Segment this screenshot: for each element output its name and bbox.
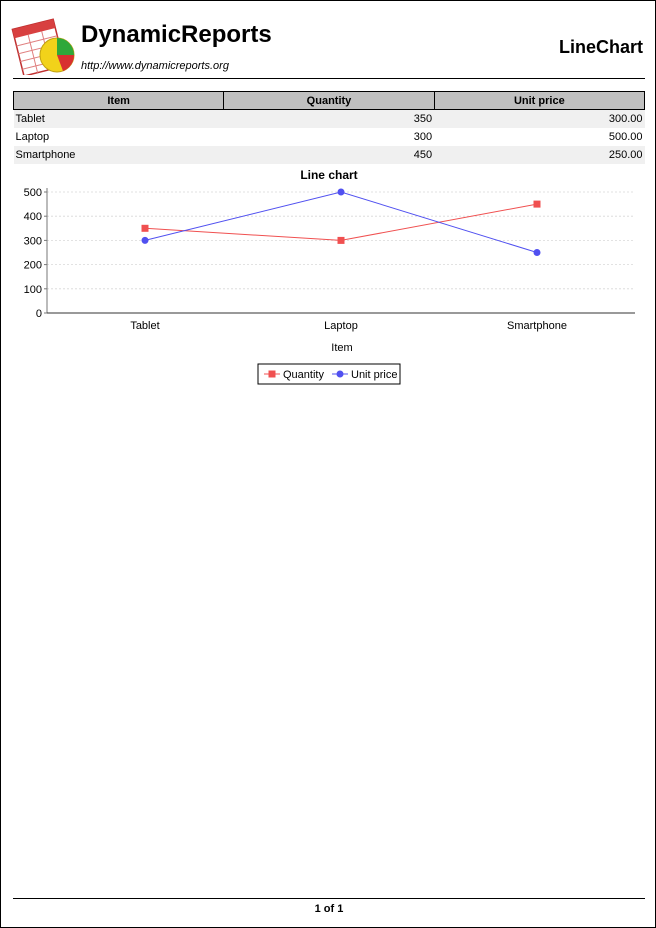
report-title: LineChart xyxy=(558,37,643,57)
data-table: Item Quantity Unit price Tablet 350 300.… xyxy=(12,91,646,164)
cell-unit-price: 500.00 xyxy=(608,131,643,143)
x-axis-label: Item xyxy=(331,342,352,354)
table-row: Tablet 350 300.00 xyxy=(13,109,645,128)
data-point xyxy=(141,224,149,232)
chart-axes: 0 100 200 300 400 500 Tablet Laptop Smartphone xyxy=(24,187,635,332)
column-header-unit-price: Unit price xyxy=(433,91,646,110)
y-tick-label: 300 xyxy=(24,235,42,247)
legend-label: Quantity xyxy=(283,369,324,381)
y-tick-label: 200 xyxy=(24,260,42,272)
chart-legend: Quantity Unit price xyxy=(257,363,401,385)
line-chart: Line chart 0 100 200 300 400 500 Tablet Laptop S… xyxy=(24,168,635,385)
brand-url[interactable]: http://www.dynamicreports.org xyxy=(81,60,229,72)
legend-marker xyxy=(336,370,344,378)
data-point xyxy=(533,249,541,256)
y-tick-label: 100 xyxy=(24,284,42,296)
legend-label: Unit price xyxy=(351,369,397,381)
y-tick-label: 0 xyxy=(36,308,42,320)
data-point xyxy=(141,236,149,244)
page-number: 1 of 1 xyxy=(314,903,344,915)
table-row: Smartphone 450 250.00 xyxy=(13,146,645,164)
y-tick-label: 400 xyxy=(24,211,42,223)
table-row: Laptop 300 500.00 xyxy=(14,128,645,146)
column-header-quantity: Quantity xyxy=(223,91,435,110)
cell-unit-price: 250.00 xyxy=(434,146,645,164)
data-point xyxy=(337,188,345,196)
legend-marker xyxy=(268,370,276,378)
column-header-item: Item xyxy=(12,91,225,110)
cell-item: Tablet xyxy=(13,109,224,128)
cell-unit-price: 300.00 xyxy=(434,109,645,128)
cell-item: Smartphone xyxy=(13,146,224,164)
data-point xyxy=(337,236,345,244)
cell-quantity: 300 xyxy=(413,131,433,143)
cell-quantity: 350 xyxy=(223,109,435,128)
y-tick-label: 500 xyxy=(24,187,42,199)
table-header-row: Item Quantity Unit price xyxy=(12,91,646,110)
chart-title: Line chart xyxy=(300,168,357,182)
dynamicreports-logo-icon xyxy=(11,18,75,75)
footer-divider xyxy=(13,898,645,899)
x-tick-label: Smartphone xyxy=(507,320,567,332)
data-point xyxy=(533,200,541,208)
series-line-0 xyxy=(144,203,538,241)
brand-title: DynamicReports xyxy=(81,21,272,48)
legend-box xyxy=(257,363,401,385)
chart-series xyxy=(141,188,541,256)
header-divider xyxy=(13,78,645,79)
x-tick-label: Laptop xyxy=(324,320,358,332)
cell-item: Laptop xyxy=(15,131,50,143)
cell-quantity: 450 xyxy=(223,146,435,164)
x-tick-label: Tablet xyxy=(130,320,159,332)
